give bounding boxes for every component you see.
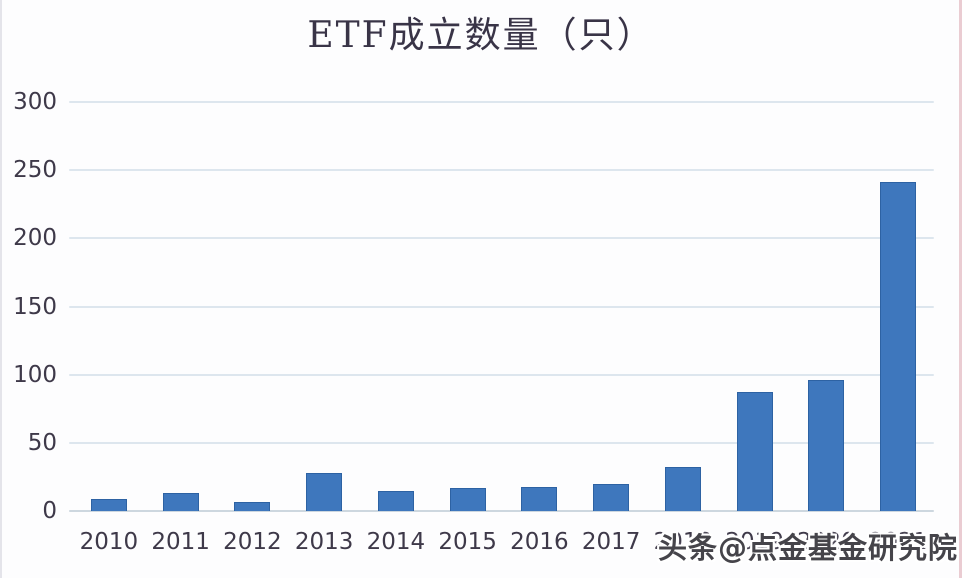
bar-2019 (736, 392, 773, 511)
bar-2014 (377, 490, 414, 511)
gridline-0 (69, 510, 934, 512)
bar-2012 (234, 501, 271, 511)
gridline-150 (69, 305, 934, 308)
y-tick-label-300: 300 (13, 89, 57, 115)
gridline-50 (69, 441, 934, 444)
x-tick-label-2020: 2020 (797, 529, 856, 555)
bar-column-2015 (432, 102, 504, 511)
chart-title: ETF成立数量（只） (307, 15, 655, 56)
y-tick-label-150: 150 (13, 293, 57, 320)
bar-column-2018 (647, 102, 719, 511)
bar-2015 (449, 487, 486, 511)
bar-column-2013 (288, 102, 360, 511)
x-tick-label-2018: 2018 (653, 529, 713, 555)
bar-2017 (593, 483, 630, 511)
gridline-300 (69, 101, 934, 103)
x-tick-label-2013: 2013 (294, 529, 354, 555)
x-tick-label-2021: 2021 (868, 529, 928, 555)
page-edge-left (0, 0, 2, 578)
bar-column-2021 (862, 102, 934, 511)
bar-column-2017 (575, 102, 647, 511)
bar-2013 (306, 472, 343, 511)
bar-2020 (808, 380, 845, 511)
x-tick-label-2014: 2014 (366, 529, 426, 555)
y-axis-labels: 0 50 100 150 200 250 300 (0, 89, 57, 524)
y-tick-label-200: 200 (13, 225, 57, 252)
y-tick-label-250: 250 (13, 157, 57, 184)
x-tick-label-2010: 2010 (79, 529, 139, 555)
gridline-250 (69, 169, 934, 172)
bar-2010 (90, 498, 127, 511)
y-tick-label-100: 100 (13, 361, 57, 388)
bar-2018 (664, 467, 701, 511)
y-tick-label-50: 50 (27, 429, 57, 456)
plot-area (69, 101, 934, 512)
x-tick-label-2015: 2015 (438, 529, 497, 555)
bar-column-2012 (217, 102, 289, 511)
page-edge-right (959, 0, 962, 578)
x-tick-label-2017: 2017 (581, 529, 641, 555)
gridline-100 (69, 373, 934, 376)
x-tick-label-2016: 2016 (510, 529, 569, 555)
gridline-200 (69, 237, 934, 240)
x-tick-label-2012: 2012 (223, 529, 282, 555)
bar-2011 (162, 493, 199, 511)
watermark: 头条@点金基金研究院 (657, 531, 958, 565)
bar-2021 (880, 182, 917, 511)
bar-column-2010 (73, 102, 145, 511)
y-tick-label-0: 0 (42, 498, 57, 524)
bar-2016 (521, 486, 558, 511)
bar-column-2011 (145, 102, 217, 511)
bar-column-2016 (504, 102, 576, 511)
bar-column-2019 (719, 102, 791, 511)
x-tick-label-2011: 2011 (151, 529, 210, 555)
bars-container (73, 102, 934, 511)
bar-column-2020 (791, 102, 863, 511)
x-tick-label-2019: 2019 (725, 529, 784, 555)
x-axis-labels: 2010 2011 2012 2013 2014 2015 2016 2017 2018 2019… (73, 528, 934, 556)
bar-column-2014 (360, 102, 432, 511)
